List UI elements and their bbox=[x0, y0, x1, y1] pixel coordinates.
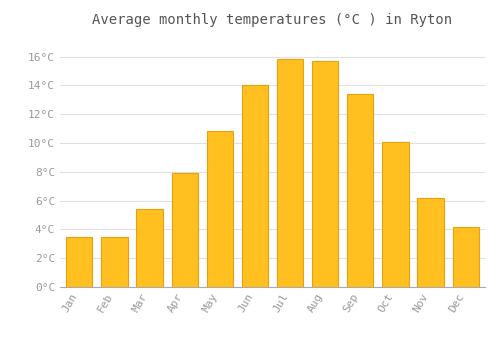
Bar bbox=[172, 173, 198, 287]
Title: Average monthly temperatures (°C ) in Ryton: Average monthly temperatures (°C ) in Ry… bbox=[92, 13, 452, 27]
Bar bbox=[382, 141, 408, 287]
Bar bbox=[277, 60, 303, 287]
Bar bbox=[66, 237, 92, 287]
Bar bbox=[312, 61, 338, 287]
Bar bbox=[347, 94, 374, 287]
Bar bbox=[206, 132, 233, 287]
Bar bbox=[418, 198, 444, 287]
Bar bbox=[452, 226, 479, 287]
Bar bbox=[136, 209, 162, 287]
Bar bbox=[102, 237, 128, 287]
Bar bbox=[242, 85, 268, 287]
